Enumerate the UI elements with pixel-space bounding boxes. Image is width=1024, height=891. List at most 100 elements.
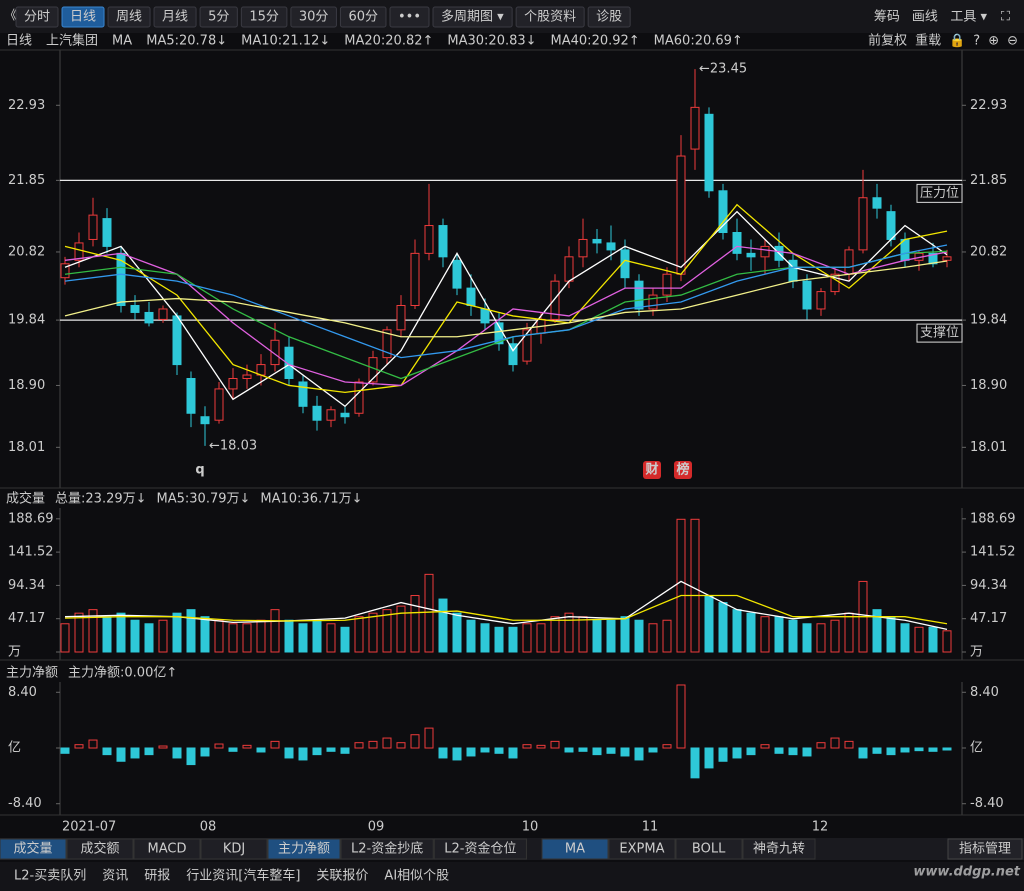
netflow-bar: [718, 747, 728, 762]
event-badge[interactable]: 榜: [676, 462, 689, 478]
toolbar-button-label[interactable]: 多周期图 ▾: [441, 9, 504, 25]
toolbar-button-label[interactable]: 分时: [24, 10, 50, 25]
candle-body: [620, 249, 630, 279]
bottom-tab[interactable]: 研报: [144, 869, 170, 884]
candle-body: [690, 106, 700, 150]
toolbar-button[interactable]: [515, 6, 585, 28]
x-tick-label: 11: [642, 820, 659, 835]
toolbar-button-label[interactable]: 60分: [348, 10, 378, 25]
toolbar-button-label[interactable]: 诊股: [596, 10, 622, 25]
indicator-manage[interactable]: 指标管理: [959, 842, 1011, 857]
toolbar-button[interactable]: [61, 6, 105, 28]
toolbar-button-label[interactable]: 日线: [70, 10, 96, 25]
indicator-tab[interactable]: [340, 838, 434, 860]
legend-tool[interactable]: ?: [973, 34, 980, 49]
candle-body: [438, 225, 448, 258]
legend-tool[interactable]: ⊕: [988, 34, 999, 49]
toolbar-tool[interactable]: ⛶: [1000, 10, 1011, 25]
indicator-tab[interactable]: [541, 838, 609, 860]
netflow-bar: [158, 745, 168, 749]
netflow-bar: [354, 742, 364, 749]
indicator-tab[interactable]: [433, 838, 527, 860]
indicator-tab-label[interactable]: BOLL: [692, 842, 726, 857]
volume-bar: [256, 619, 266, 653]
panel-header-item: MA5:30.79万↓: [157, 492, 251, 507]
y-tick-label: 18.90: [8, 378, 45, 393]
volume-bar: [844, 612, 854, 653]
bottom-bar-bg: [0, 862, 1024, 891]
indicator-tab-label[interactable]: L2-资金抄底: [351, 841, 423, 857]
toolbar-button-label[interactable]: 15分: [249, 10, 279, 25]
indicator-tab[interactable]: [267, 838, 341, 860]
x-tick-label: 08: [200, 820, 217, 835]
toolbar-button[interactable]: [389, 6, 430, 28]
toolbar-button[interactable]: [15, 6, 59, 28]
indicator-tab-label[interactable]: MACD: [148, 842, 187, 857]
extreme-label: ←23.45: [699, 62, 747, 77]
toolbar-tool[interactable]: 筹码: [874, 9, 900, 25]
indicator-tab-label[interactable]: 成交额: [80, 841, 119, 857]
bottom-tab[interactable]: 关联报价: [316, 869, 368, 884]
legend-tool[interactable]: 前复权: [868, 33, 907, 49]
volume-bar: [354, 616, 364, 653]
legend-tool[interactable]: 🔒: [949, 34, 965, 49]
indicator-tab[interactable]: [742, 838, 816, 860]
legend-tool[interactable]: 重载: [915, 33, 941, 49]
event-badge[interactable]: q: [195, 463, 204, 478]
toolbar-button[interactable]: [587, 6, 631, 28]
toolbar-button[interactable]: [432, 6, 513, 28]
volume-bar: [536, 623, 546, 653]
toolbar-button-label[interactable]: •••: [398, 10, 421, 25]
netflow-bar: [382, 737, 392, 749]
toolbar-button[interactable]: [240, 6, 288, 28]
toolbar-button[interactable]: [339, 6, 387, 28]
indicator-tab-label[interactable]: L2-资金仓位: [444, 841, 516, 857]
toolbar-button-label[interactable]: 30分: [299, 10, 329, 25]
toolbar-button-label[interactable]: 5分: [208, 10, 229, 25]
indicator-tab-label[interactable]: EXPMA: [619, 842, 664, 857]
y-tick-label-right: 18.01: [970, 440, 1007, 455]
candle-body: [340, 412, 350, 418]
indicator-tab[interactable]: [66, 838, 134, 860]
toolbar-button[interactable]: [199, 6, 238, 28]
indicator-tab[interactable]: [0, 838, 67, 860]
legend-tool[interactable]: ⊖: [1007, 34, 1018, 49]
volume-bar: [480, 623, 490, 653]
x-tick-label: 12: [812, 820, 829, 835]
bottom-tab[interactable]: 资讯: [102, 869, 128, 884]
bottom-tab[interactable]: 行业资讯[汽车整车]: [186, 868, 300, 884]
indicator-tab[interactable]: [200, 838, 268, 860]
back-button[interactable]: 《: [4, 9, 17, 24]
volume-bar: [368, 612, 378, 653]
volume-bar: [382, 609, 392, 653]
indicator-tab[interactable]: [675, 838, 743, 860]
toolbar-button-label[interactable]: 个股资料: [524, 10, 576, 25]
toolbar-button[interactable]: [290, 6, 337, 28]
toolbar-button-label[interactable]: 周线: [116, 10, 142, 25]
candle-body: [424, 225, 434, 254]
volume-bar: [438, 598, 448, 653]
indicator-tab-label[interactable]: MA: [565, 842, 585, 857]
candle-body: [564, 256, 574, 282]
toolbar-button[interactable]: [107, 6, 151, 28]
netflow-bar: [746, 747, 756, 756]
indicator-tab[interactable]: [608, 838, 676, 860]
netflow-bar: [116, 747, 126, 762]
bottom-tab[interactable]: AI相似个股: [384, 869, 449, 884]
panel-header-item: 成交量: [6, 491, 45, 507]
toolbar-button-label[interactable]: 月线: [162, 10, 188, 25]
netflow-bar: [872, 747, 882, 754]
event-badge[interactable]: 财: [645, 462, 658, 478]
indicator-tab-label[interactable]: 神奇九转: [753, 841, 805, 857]
indicator-tab-label[interactable]: 成交量: [13, 841, 52, 857]
indicator-tab[interactable]: [133, 838, 201, 860]
toolbar-button[interactable]: [153, 6, 197, 28]
toolbar-tool[interactable]: 画线: [912, 10, 938, 25]
netflow-bar: [606, 747, 616, 754]
indicator-tab-label[interactable]: KDJ: [223, 842, 245, 857]
candle-body: [466, 287, 476, 306]
indicator-tab-label[interactable]: 主力净额: [278, 842, 330, 857]
toolbar-tool[interactable]: 工具 ▾: [950, 10, 987, 25]
indicator-manage-bg[interactable]: [947, 838, 1023, 860]
bottom-tab[interactable]: L2-买卖队列: [14, 869, 86, 884]
